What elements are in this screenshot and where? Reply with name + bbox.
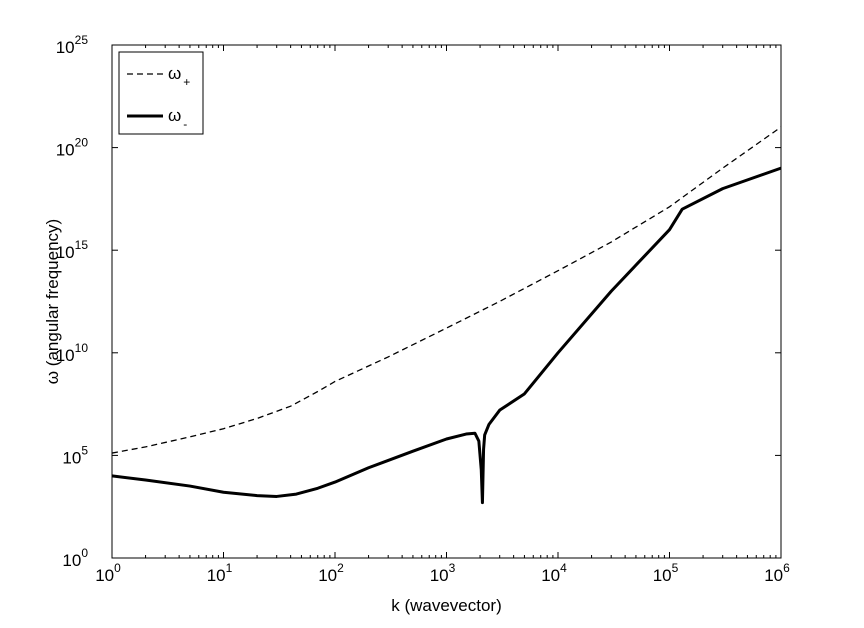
- x-tick-label: 102: [318, 561, 344, 585]
- y-tick-label: 1015: [56, 238, 89, 262]
- y-tick-label: 1020: [56, 136, 89, 160]
- series-layer: [111, 126, 782, 505]
- legend-box: [118, 51, 204, 135]
- x-tick-label: 101: [207, 561, 233, 585]
- x-tick-label: 103: [430, 561, 456, 585]
- x-tick-label: 106: [764, 561, 790, 585]
- x-tick-label: 105: [653, 561, 679, 585]
- x-tick-label: 104: [541, 561, 567, 585]
- legend: ω + ω -: [118, 51, 204, 135]
- legend-label: ω +: [168, 64, 190, 89]
- y-axis-label: ω (angular frequency): [43, 219, 62, 384]
- series-line-omega-minus: [111, 166, 782, 505]
- legend-label: ω-: [168, 106, 187, 131]
- y-tick-label: 1025: [56, 33, 89, 57]
- y-tick-label: 100: [62, 546, 88, 570]
- tick-layer: 100 101 102 103 104 105 106 100 105 1010 1015 1020 1…: [56, 33, 790, 585]
- plot-area: 100 101 102 103 104 105 106 100 105 1010 1015 1020 1…: [56, 33, 790, 585]
- x-axis-label: k (wavevector): [391, 596, 502, 615]
- y-tick-label: 105: [62, 443, 88, 467]
- x-tick-label: 100: [95, 561, 121, 585]
- series-line-omega-plus: [111, 126, 782, 454]
- y-tick-label: 1010: [56, 341, 89, 365]
